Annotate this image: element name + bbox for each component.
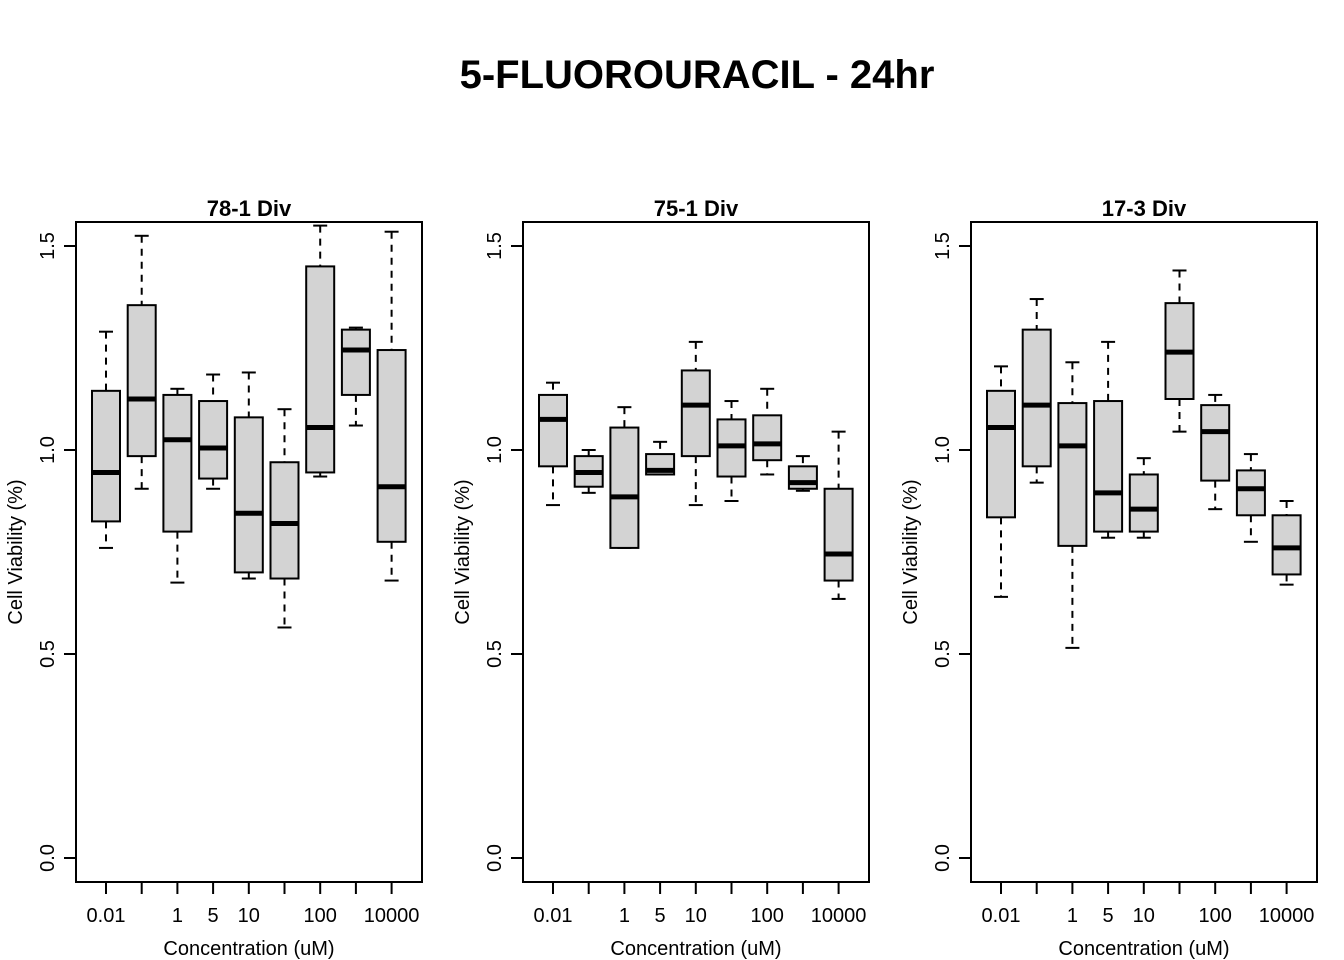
x-tick-label: 0.01 <box>982 905 1021 927</box>
box-50 <box>269 408 300 629</box>
box-10000 <box>1271 500 1302 586</box>
iqr-box <box>1235 469 1266 517</box>
x-tick-label: 5 <box>1103 905 1114 927</box>
iqr-box <box>823 487 854 582</box>
y-tick-label: 0.0 <box>37 844 59 872</box>
y-tick-label: 0.0 <box>484 844 506 872</box>
x-tick-label: 1 <box>619 905 630 927</box>
box-100 <box>305 224 336 478</box>
x-tick-label: 10 <box>1133 905 1155 927</box>
x-tick-label: 0.01 <box>87 905 126 927</box>
y-tick-label: 1.0 <box>932 436 954 464</box>
x-tick-label: 100 <box>304 905 337 927</box>
iqr-box <box>376 349 407 543</box>
x-axis-label: Concentration (uM) <box>1058 938 1229 960</box>
panel-title: 17-3 Div <box>1102 196 1187 221</box>
y-axis-label: Cell Viability (%) <box>5 479 27 624</box>
box-5 <box>1093 340 1124 539</box>
box-50 <box>716 400 747 502</box>
y-axis-label: Cell Viability (%) <box>900 479 922 624</box>
panel-title: 78-1 Div <box>207 196 292 221</box>
box-0.01 <box>538 381 568 507</box>
iqr-box <box>538 393 568 468</box>
x-tick-label: 10000 <box>1259 905 1315 927</box>
iqr-box <box>1128 473 1159 533</box>
iqr-box <box>198 400 229 480</box>
x-tick-label: 100 <box>751 905 784 927</box>
box-50 <box>1164 269 1195 433</box>
iqr-box <box>126 304 157 458</box>
box-0.01 <box>91 330 121 549</box>
box-10000 <box>823 430 854 600</box>
iqr-box <box>787 465 818 490</box>
box-0.1 <box>126 234 157 490</box>
iqr-box <box>752 414 783 462</box>
panel-title: 75-1 Div <box>654 196 739 221</box>
y-tick-label: 1.0 <box>37 436 59 464</box>
box-10000 <box>376 230 407 582</box>
iqr-box <box>162 393 193 533</box>
panel-2: 75-1 Div 0.0 0.5 1.0 1.5 0.01 1 5 10 100 10000 Conc… <box>452 196 870 960</box>
panel-3: 17-3 Div 0.0 0.5 1.0 1.5 0.01 1 5 10 100 10000 Conc… <box>900 196 1318 960</box>
iqr-box <box>91 389 121 523</box>
x-tick-label: 10000 <box>811 905 867 927</box>
iqr-box <box>305 265 336 474</box>
x-tick-label: 1 <box>1067 905 1078 927</box>
y-tick-label: 1.5 <box>932 232 954 260</box>
y-tick-label: 0.5 <box>484 640 506 668</box>
box-0.1 <box>1021 298 1052 484</box>
iqr-box <box>340 328 371 396</box>
x-tick-label: 10000 <box>364 905 420 927</box>
y-tick-label: 1.0 <box>484 436 506 464</box>
box-1000 <box>787 455 818 492</box>
x-tick-label: 10 <box>685 905 707 927</box>
box-1000 <box>1235 453 1266 543</box>
y-axis-label: Cell Viability (%) <box>452 479 474 624</box>
x-tick-label: 5 <box>208 905 219 927</box>
box-0.01 <box>986 365 1016 598</box>
box-5 <box>645 440 676 476</box>
iqr-box <box>1200 404 1231 482</box>
iqr-box <box>609 426 640 549</box>
x-tick-label: 5 <box>655 905 666 927</box>
x-tick-label: 100 <box>1199 905 1232 927</box>
iqr-box <box>1093 400 1124 533</box>
y-tick-label: 0.5 <box>932 640 954 668</box>
box-1000 <box>340 326 371 427</box>
box-5 <box>198 373 229 490</box>
box-10 <box>1128 457 1159 539</box>
iqr-box <box>269 461 300 580</box>
iqr-box <box>1057 402 1088 547</box>
box-100 <box>752 387 783 476</box>
y-tick-label: 0.0 <box>932 844 954 872</box>
box-0.1 <box>573 449 604 494</box>
iqr-box <box>233 416 264 574</box>
y-tick-label: 1.5 <box>484 232 506 260</box>
panel-1: 78-1 Div 0.0 0.5 1.0 1.5 0.01 1 5 10 100 10000 Conc… <box>5 196 423 960</box>
x-tick-label: 0.01 <box>534 905 573 927</box>
x-tick-label: 1 <box>172 905 183 927</box>
box-10 <box>233 371 264 580</box>
figure-title: 5-FLUOROURACIL - 24hr <box>460 53 935 97</box>
x-axis-label: Concentration (uM) <box>163 938 334 960</box>
y-tick-label: 0.5 <box>37 640 59 668</box>
box-10 <box>680 340 711 507</box>
iqr-box <box>986 389 1016 519</box>
box-100 <box>1200 393 1231 511</box>
box-1 <box>1057 361 1088 649</box>
iqr-box <box>1021 328 1052 468</box>
y-tick-label: 1.5 <box>37 232 59 260</box>
x-tick-label: 10 <box>238 905 260 927</box>
box-1 <box>162 387 193 584</box>
x-axis-label: Concentration (uM) <box>610 938 781 960</box>
iqr-box <box>680 369 711 458</box>
iqr-box <box>1271 514 1302 576</box>
box-1 <box>609 406 640 549</box>
